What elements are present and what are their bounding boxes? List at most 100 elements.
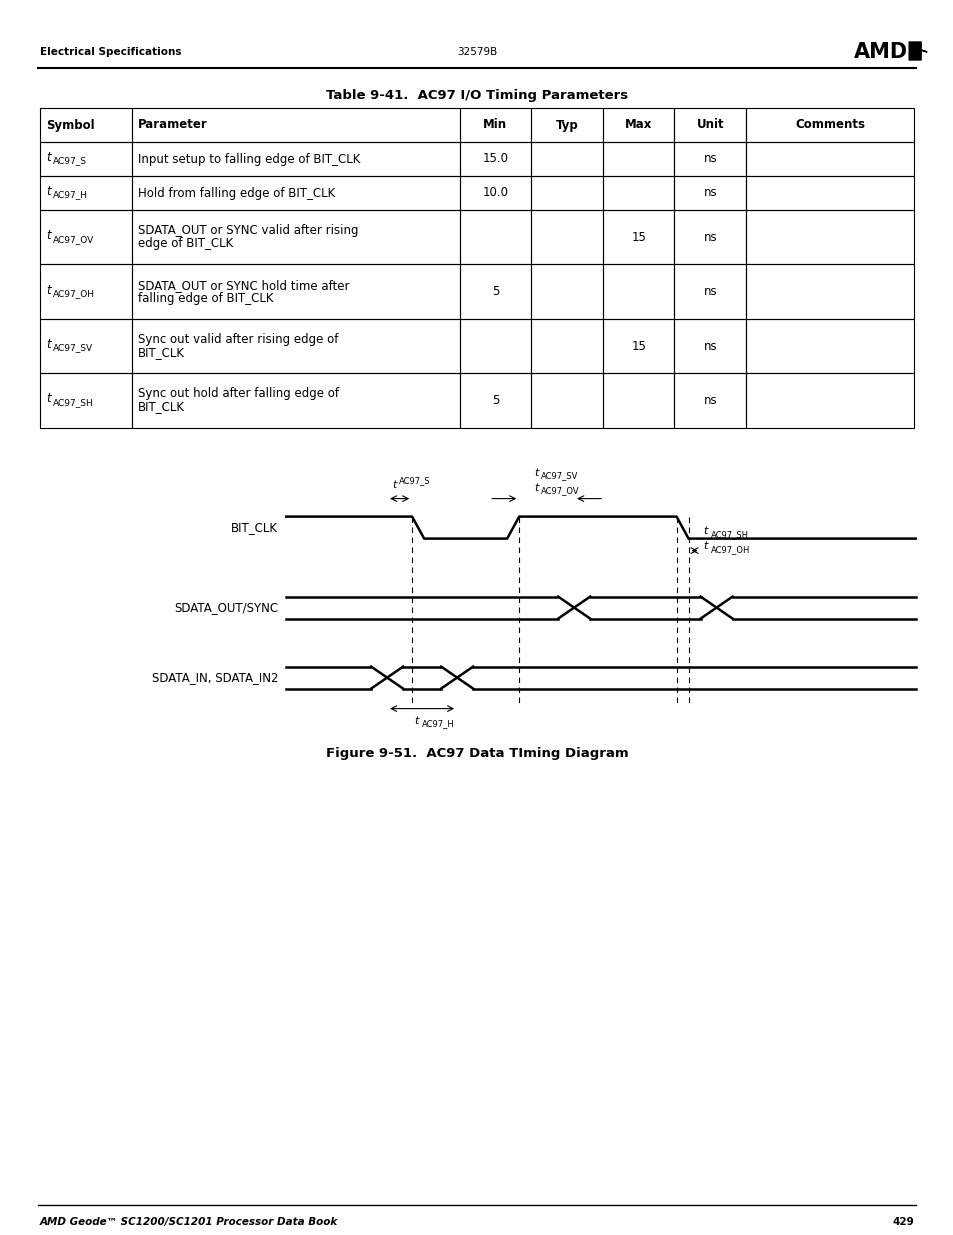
Bar	[459, 373, 531, 427]
Text: t: t	[534, 483, 538, 493]
Bar	[40, 319, 132, 373]
Text: AC97_S: AC97_S	[53, 157, 87, 165]
Bar	[674, 142, 745, 177]
Bar	[531, 264, 602, 319]
Text: t: t	[703, 526, 707, 536]
Bar	[132, 264, 459, 319]
Bar	[745, 107, 913, 142]
Bar	[459, 264, 531, 319]
Text: Input setup to falling edge of BIT_CLK: Input setup to falling edge of BIT_CLK	[137, 152, 360, 165]
Bar	[132, 142, 459, 177]
Text: edge of BIT_CLK: edge of BIT_CLK	[137, 237, 233, 251]
Text: BIT_CLK: BIT_CLK	[137, 346, 185, 359]
Bar	[40, 107, 132, 142]
Text: Comments: Comments	[794, 119, 864, 131]
Text: Unit: Unit	[696, 119, 723, 131]
Text: ns: ns	[702, 340, 717, 352]
Bar	[531, 142, 602, 177]
Text: 10.0: 10.0	[482, 186, 508, 200]
Text: 429: 429	[891, 1216, 913, 1228]
Bar	[132, 373, 459, 427]
Text: 15: 15	[631, 231, 645, 243]
Text: falling edge of BIT_CLK: falling edge of BIT_CLK	[137, 291, 274, 305]
Text: SDATA_OUT or SYNC valid after rising: SDATA_OUT or SYNC valid after rising	[137, 225, 358, 237]
Bar	[745, 319, 913, 373]
Text: AMD Geode™ SC1200/SC1201 Processor Data Book: AMD Geode™ SC1200/SC1201 Processor Data …	[40, 1216, 338, 1228]
Bar	[459, 142, 531, 177]
Text: Sync out valid after rising edge of: Sync out valid after rising edge of	[137, 333, 338, 346]
Text: Sync out hold after falling edge of: Sync out hold after falling edge of	[137, 388, 338, 400]
Bar	[602, 319, 674, 373]
Bar	[40, 177, 132, 210]
Text: Min: Min	[483, 119, 507, 131]
Bar	[531, 319, 602, 373]
Bar	[531, 210, 602, 264]
Bar	[674, 264, 745, 319]
Bar	[531, 107, 602, 142]
Text: AC97_OV: AC97_OV	[53, 235, 94, 243]
Text: AMD: AMD	[853, 42, 907, 62]
Text: t: t	[46, 230, 51, 242]
Text: AC97_S: AC97_S	[398, 477, 430, 485]
Bar	[531, 373, 602, 427]
Bar	[745, 264, 913, 319]
Bar	[132, 107, 459, 142]
Text: AC97_OH: AC97_OH	[53, 289, 95, 298]
Text: 5: 5	[491, 285, 498, 298]
Bar	[674, 177, 745, 210]
Text: AC97_OV: AC97_OV	[540, 487, 579, 495]
Text: BIT_CLK: BIT_CLK	[231, 521, 278, 534]
Text: Max: Max	[624, 119, 652, 131]
Text: AC97_OH: AC97_OH	[710, 545, 749, 555]
Text: ns: ns	[702, 231, 717, 243]
Bar	[459, 319, 531, 373]
Bar	[745, 142, 913, 177]
Bar	[674, 107, 745, 142]
Bar	[674, 319, 745, 373]
Bar	[745, 210, 913, 264]
Bar	[602, 210, 674, 264]
Bar	[459, 107, 531, 142]
Bar	[602, 177, 674, 210]
Text: t: t	[46, 185, 51, 198]
Text: AC97_SH: AC97_SH	[710, 530, 748, 540]
Text: t: t	[46, 338, 51, 351]
Bar	[132, 177, 459, 210]
Bar	[531, 177, 602, 210]
Text: SDATA_OUT or SYNC hold time after: SDATA_OUT or SYNC hold time after	[137, 279, 349, 291]
Text: t: t	[46, 393, 51, 405]
Bar	[459, 177, 531, 210]
Text: Typ: Typ	[555, 119, 578, 131]
Text: Hold from falling edge of BIT_CLK: Hold from falling edge of BIT_CLK	[137, 186, 335, 200]
Text: 32579B: 32579B	[456, 47, 497, 57]
Bar	[459, 210, 531, 264]
Bar	[40, 264, 132, 319]
Bar	[602, 107, 674, 142]
Text: t: t	[703, 541, 707, 551]
Text: AC97_SV: AC97_SV	[540, 471, 578, 480]
Bar	[40, 210, 132, 264]
Text: 15: 15	[631, 340, 645, 352]
Text: SDATA_IN, SDATA_IN2: SDATA_IN, SDATA_IN2	[152, 671, 278, 684]
Text: ns: ns	[702, 285, 717, 298]
Bar	[602, 264, 674, 319]
Text: ns: ns	[702, 394, 717, 406]
Polygon shape	[908, 42, 926, 61]
Text: t: t	[46, 151, 51, 164]
Bar	[602, 142, 674, 177]
Text: Symbol: Symbol	[46, 119, 94, 131]
Bar	[132, 210, 459, 264]
Bar	[745, 373, 913, 427]
Text: Figure 9-51.  AC97 Data TIming Diagram: Figure 9-51. AC97 Data TIming Diagram	[325, 747, 628, 760]
Text: 15.0: 15.0	[482, 152, 508, 165]
Bar	[40, 373, 132, 427]
Text: t: t	[534, 468, 538, 478]
Bar	[745, 177, 913, 210]
Bar	[674, 210, 745, 264]
Bar	[674, 373, 745, 427]
Bar	[602, 373, 674, 427]
Text: Parameter: Parameter	[137, 119, 208, 131]
Text: Electrical Specifications: Electrical Specifications	[40, 47, 181, 57]
Text: t: t	[46, 284, 51, 296]
Text: AC97_H: AC97_H	[53, 190, 88, 200]
